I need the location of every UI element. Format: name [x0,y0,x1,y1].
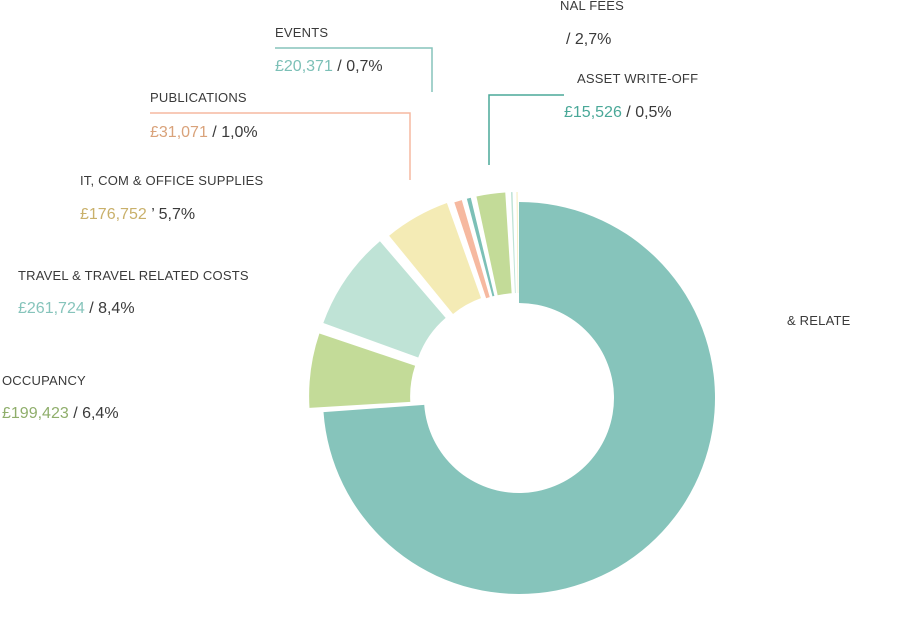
percent-occupancy: 6,4% [82,405,119,422]
value-nal-fees: / 2,7% [566,31,612,48]
percent-publications: 1,0% [221,124,258,141]
amount-occupancy: £199,423 [2,405,69,422]
label-travel: TRAVEL & TRAVEL RELATED COSTS [18,268,249,283]
value-occupancy: £199,423 / 6,4% [2,405,119,422]
amount-it-office-supplies: £176,752 [80,206,147,223]
percent-events: 0,7% [346,58,383,75]
leader-line-events [275,47,433,92]
percent-it-office-supplies: 5,7% [158,206,196,223]
leader-line-asset-write-off [488,94,564,165]
pie-slice-unlabeled-8 [516,192,519,294]
label-nal-fees: NAL FEES [560,0,624,13]
leader-line-publications [150,112,411,180]
percent-travel: 8,4% [98,300,135,317]
value-events: £20,371 / 0,7% [275,58,383,75]
pie-slice-relate [323,202,716,594]
pie-slice-it-com-office-supplies [389,203,482,314]
percent-nal-fees: 2,7% [574,31,612,48]
value-asset-write-off: £15,526 / 0,5% [564,104,672,121]
label-asset-write-off: ASSET WRITE-OFF [577,71,699,86]
label-publications: PUBLICATIONS [150,90,247,105]
pie-slice-asset-write-off [510,192,516,294]
percent-asset-write-off: 0,5% [635,104,672,121]
pie-slice-nal-fees [476,192,512,296]
pie-slice-travel-travel-related-costs [323,241,446,358]
amount-asset-write-off: £15,526 [564,104,622,121]
label-occupancy: OCCUPANCY [2,373,86,388]
pie-slice-occupancy [309,333,416,408]
value-it-office-supplies: £176,752 ’ 5,7% [80,206,196,223]
amount-travel: £26​1,724 [18,300,85,317]
label-events: EVENTS [275,25,329,40]
amount-publications: £31,071 [150,124,208,141]
value-publications: £31,071 / 1,0% [150,124,258,141]
label-staff-related: & RELATE [787,313,851,328]
pie-slice-publications [454,200,490,299]
label-it-office-supplies: IT, COM & OFFICE SUPPLIES [80,173,264,188]
value-travel: £26​1,724 / 8,4% [18,300,135,317]
pie-slice-events [466,197,495,297]
amount-events: £20,371 [275,58,333,75]
